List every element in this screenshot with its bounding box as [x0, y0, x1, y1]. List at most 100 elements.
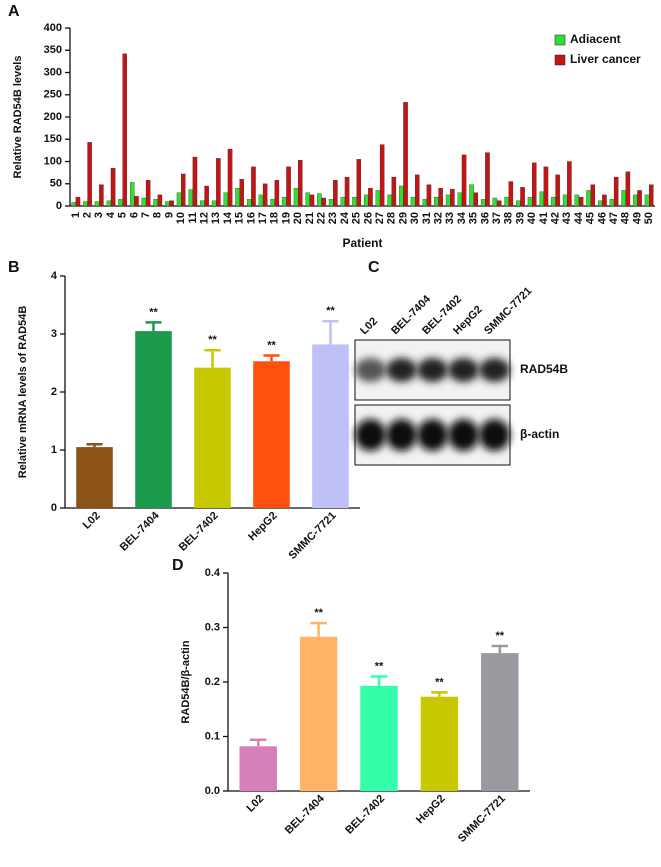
bar	[312, 344, 349, 508]
lane-label: L02	[358, 315, 380, 337]
significance: **	[208, 334, 217, 346]
error-bar	[86, 442, 103, 448]
bar	[274, 180, 280, 207]
bar	[613, 176, 619, 207]
x-tick-label: SMMC-7721	[456, 793, 508, 845]
x-tick-label: 46	[596, 212, 608, 224]
y-tick-label: 3	[51, 328, 57, 340]
bar	[492, 197, 498, 207]
x-tick-label: 22	[315, 212, 327, 224]
y-tick-label: 0	[51, 502, 57, 514]
x-tick-label: 17	[257, 212, 269, 224]
bar	[496, 200, 502, 207]
x-tick-label: 16	[245, 212, 257, 224]
bar	[609, 199, 615, 207]
x-tick-label: 40	[526, 212, 538, 224]
x-tick-label: 50	[643, 212, 655, 224]
y-tick-label: 150	[44, 133, 62, 145]
x-tick-label: 48	[620, 212, 632, 224]
x-tick-label: 13	[210, 212, 222, 224]
x-tick-label: 9	[163, 212, 175, 218]
bar	[375, 190, 381, 207]
bar	[258, 194, 264, 207]
bar	[520, 187, 525, 207]
bar	[239, 179, 245, 207]
x-tick-label: 5	[117, 212, 129, 218]
bar	[129, 182, 135, 207]
bar	[253, 361, 290, 508]
bar	[227, 148, 233, 207]
bar	[328, 199, 334, 207]
bar	[75, 196, 81, 207]
error-bar	[204, 348, 221, 368]
x-tick-label: L02	[244, 793, 266, 815]
x-tick-label: BEL-7402	[177, 510, 221, 554]
y-tick-label: 250	[44, 89, 62, 101]
error-bar	[431, 691, 448, 697]
bar	[317, 193, 322, 207]
blot-band	[355, 358, 386, 382]
significance: **	[435, 676, 444, 688]
bar	[586, 190, 591, 207]
bar	[637, 190, 642, 207]
x-tick-label: 27	[374, 212, 386, 224]
bar	[211, 200, 217, 207]
significance: **	[496, 630, 505, 642]
bar	[578, 196, 584, 207]
x-tick-label: 25	[351, 212, 363, 224]
bar	[555, 174, 560, 207]
bar	[293, 188, 299, 207]
blot-band	[386, 419, 417, 451]
y-tick-label: 0.0	[205, 785, 220, 797]
significance: **	[149, 306, 158, 318]
bar	[360, 685, 398, 791]
x-tick-label: 43	[561, 212, 573, 224]
bar	[438, 188, 443, 207]
bar	[235, 188, 240, 207]
bar	[633, 194, 638, 207]
significance: **	[267, 339, 276, 351]
error-bar	[491, 644, 509, 654]
bar	[99, 184, 104, 207]
x-tick-label: HepG2	[414, 793, 448, 827]
x-tick-label: 14	[222, 211, 234, 224]
y-tick-label: 0.3	[205, 621, 220, 633]
x-tick-label: 20	[292, 212, 304, 224]
x-axis-label: Patient	[342, 236, 382, 250]
bar	[414, 174, 420, 207]
bar	[445, 194, 451, 207]
x-tick-label: 44	[573, 211, 585, 224]
bar	[246, 199, 252, 207]
bar	[461, 154, 467, 207]
x-tick-label: 36	[479, 212, 491, 224]
bar	[625, 171, 631, 207]
bar	[590, 184, 596, 207]
bar	[434, 196, 439, 207]
x-tick-label: 4	[105, 211, 117, 218]
x-tick-label: 10	[175, 212, 187, 224]
y-tick-label: 0.4	[205, 567, 221, 579]
y-tick-label: 100	[44, 155, 62, 167]
significance: **	[314, 607, 323, 619]
bar	[251, 166, 256, 207]
x-tick-label: 1	[70, 212, 82, 218]
bar	[223, 192, 229, 207]
row-label: β-actin	[520, 427, 559, 441]
x-tick-label: 35	[468, 212, 480, 224]
x-tick-label: 47	[608, 212, 620, 224]
x-tick-label: 33	[444, 212, 456, 224]
bar	[106, 200, 112, 207]
x-tick-label: 21	[304, 212, 316, 224]
x-tick-label: HepG2	[246, 510, 280, 544]
bar	[165, 201, 170, 207]
bar	[527, 196, 533, 207]
bar	[118, 199, 123, 207]
x-tick-label: SMMC-7721	[287, 510, 339, 562]
bar	[621, 190, 626, 207]
bar	[135, 331, 172, 508]
bar	[180, 173, 186, 207]
bar	[216, 158, 221, 207]
x-tick-label: 19	[280, 212, 292, 224]
x-tick-label: 11	[187, 212, 199, 224]
error-bar	[249, 738, 267, 747]
